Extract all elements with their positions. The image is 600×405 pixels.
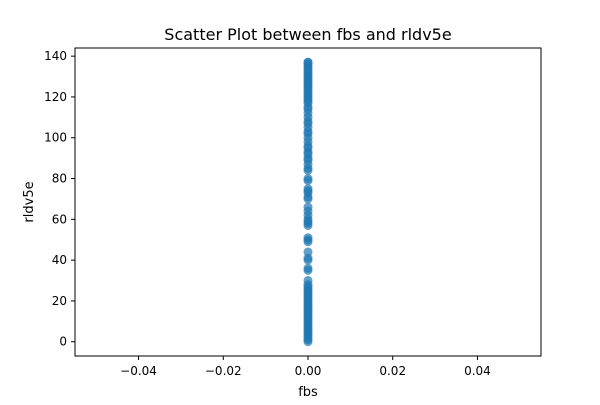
data-point — [303, 247, 313, 257]
data-point — [303, 202, 313, 212]
y-tick-label: 120 — [44, 90, 67, 104]
y-tick-label: 60 — [52, 212, 67, 226]
x-axis-ticks: −0.04 −0.02 0.00 0.02 0.04 — [120, 356, 491, 378]
data-point — [303, 174, 313, 184]
data-point — [303, 276, 313, 286]
y-axis-ticks: 0 20 40 60 80 100 120 140 — [44, 49, 75, 349]
data-point — [303, 184, 313, 194]
data-point — [303, 263, 313, 273]
x-tick-label: −0.04 — [120, 364, 157, 378]
x-tick-label: 0.00 — [295, 364, 322, 378]
data-point — [303, 233, 313, 243]
data-point — [303, 57, 313, 67]
y-tick-label: 20 — [52, 294, 67, 308]
y-axis-label: rldv5e — [22, 181, 37, 222]
y-tick-label: 100 — [44, 131, 67, 145]
chart-title: Scatter Plot between fbs and rldv5e — [164, 25, 451, 44]
x-tick-label: 0.04 — [464, 364, 491, 378]
y-tick-label: 140 — [44, 49, 67, 63]
x-axis-label: fbs — [298, 385, 318, 400]
x-tick-label: 0.02 — [379, 364, 406, 378]
y-tick-label: 0 — [59, 335, 67, 349]
y-tick-label: 80 — [52, 172, 67, 186]
data-points — [303, 57, 313, 347]
y-tick-label: 40 — [52, 253, 67, 267]
x-tick-label: −0.02 — [205, 364, 242, 378]
